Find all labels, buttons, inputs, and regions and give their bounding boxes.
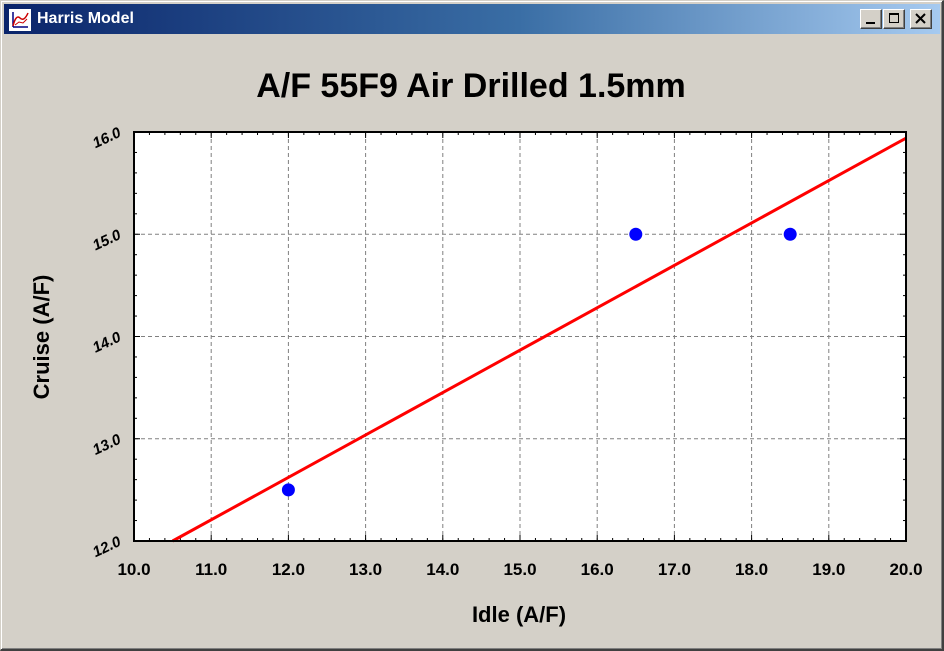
x-tick-label: 10.0 xyxy=(117,560,150,579)
data-point xyxy=(783,227,797,241)
window-title: Harris Model xyxy=(37,10,134,27)
x-tick-label: 12.0 xyxy=(272,560,305,579)
x-tick-label: 19.0 xyxy=(812,560,845,579)
x-tick-label: 16.0 xyxy=(581,560,614,579)
data-point xyxy=(281,483,295,497)
data-point xyxy=(629,227,643,241)
x-tick-label: 14.0 xyxy=(426,560,459,579)
trend-line xyxy=(171,136,907,543)
chart-title: A/F 55F9 Air Drilled 1.5mm xyxy=(256,67,686,105)
close-icon xyxy=(915,13,926,24)
maximize-icon xyxy=(889,13,899,23)
x-tick-label: 20.0 xyxy=(889,560,922,579)
x-tick-labels: 10.0 11.0 12.0 13.0 14.0 15.0 16.0 17.0 18.0 19.0… xyxy=(117,560,922,579)
close-button[interactable] xyxy=(910,9,932,29)
y-axis-label: Cruise (A/F) xyxy=(29,275,54,400)
y-tick-label: 15.0 xyxy=(90,226,124,254)
y-tick-label: 13.0 xyxy=(90,431,124,459)
trend-line-series xyxy=(171,136,907,543)
y-tick-label: 12.0 xyxy=(90,533,124,561)
maximize-button[interactable] xyxy=(883,9,905,29)
x-tick-label: 11.0 xyxy=(195,560,227,579)
y-tick-label: 16.0 xyxy=(90,124,124,152)
y-tick-label: 14.0 xyxy=(90,328,124,356)
harris-chart-icon[interactable] xyxy=(9,9,31,31)
x-axis-label: Idle (A/F) xyxy=(472,602,566,627)
minimize-button[interactable] xyxy=(860,9,882,29)
x-tick-label: 13.0 xyxy=(349,560,382,579)
plot-frame xyxy=(133,131,907,542)
data-point-series xyxy=(281,227,797,497)
title-bar[interactable]: Harris Model xyxy=(4,4,940,34)
grid-lines xyxy=(134,132,906,541)
y-tick-labels: 12.0 13.0 14.0 15.0 16.0 xyxy=(90,124,124,561)
x-tick-label: 17.0 xyxy=(658,560,691,579)
x-tick-label: 18.0 xyxy=(735,560,768,579)
minimize-icon xyxy=(866,22,875,24)
x-tick-label: 15.0 xyxy=(503,560,536,579)
